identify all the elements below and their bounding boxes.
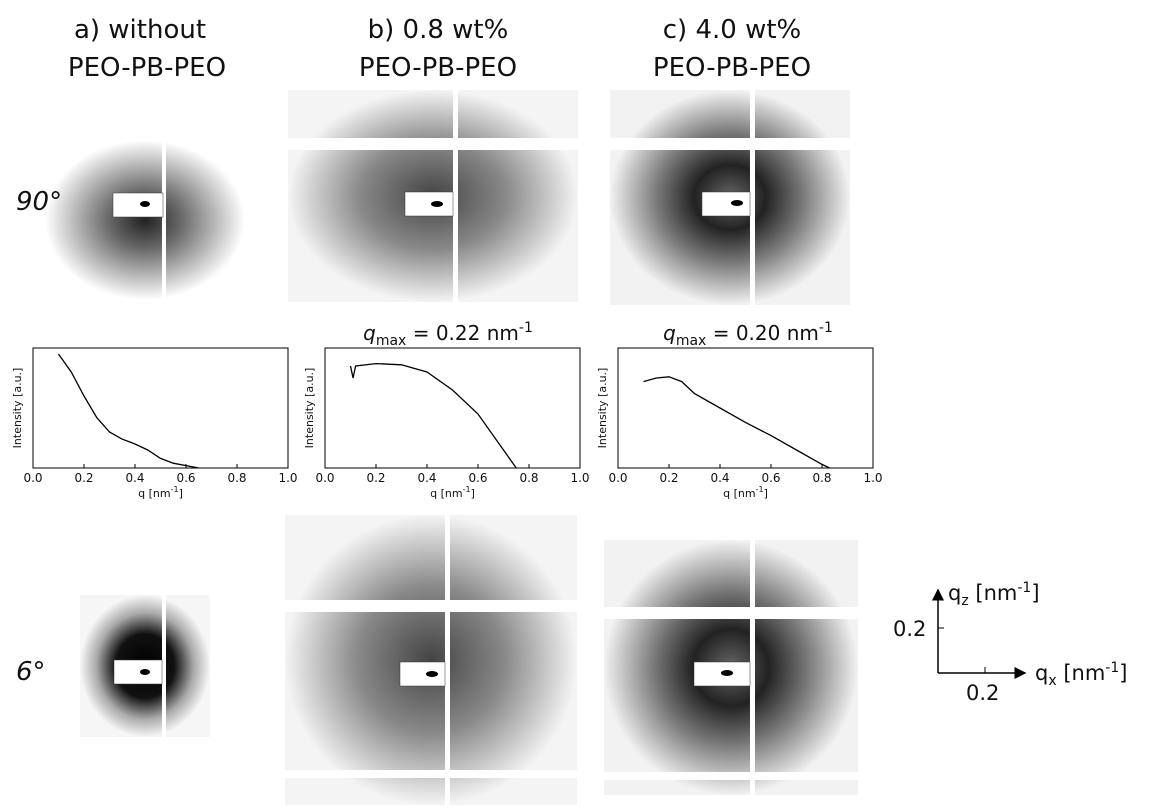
axis-label: qx [nm-1]: [1035, 660, 1127, 689]
x-tick-label: 0.0: [608, 471, 627, 485]
x-axis-label-text: q [nm: [430, 487, 462, 500]
q-max-label: qmax = 0.22 nm-1: [363, 320, 533, 349]
x-axis-label: q [nm-1]: [723, 485, 768, 500]
x-axis-label-end: ]: [179, 487, 183, 500]
x-tick-label: 0.0: [23, 471, 42, 485]
header: a) without: [74, 15, 206, 45]
axis-indicator: qz [nm-1] 0.2 qx [nm-1] 0.2: [893, 580, 1127, 705]
x-axis-label-end: ]: [764, 487, 768, 500]
scattering-image: [45, 140, 245, 300]
data-line: [57, 353, 199, 469]
x-tick-label: 0.6: [761, 471, 780, 485]
x-tick-label: 0.2: [366, 471, 385, 485]
header: PEO-PB-PEO: [68, 53, 226, 83]
x-tick-label: 0.8: [227, 471, 246, 485]
x-tick-label: 0.4: [125, 471, 144, 485]
x-tick-label: 0.6: [468, 471, 487, 485]
q-max-label: qmax = 0.20 nm-1: [663, 320, 833, 349]
x-axis-label: q [nm-1]: [430, 485, 475, 500]
x-tick-label: 1.0: [570, 471, 589, 485]
row-label: 90°: [16, 187, 62, 217]
x-axis-label-sup: -1: [463, 485, 471, 494]
direct-beam: [140, 200, 743, 677]
x-axis-label: q [nm-1]: [138, 485, 183, 500]
line-chart: 0.0 0.2 0.4 0.6 0.8 1.0 q [nm-1] Intensity [a.u…: [596, 347, 883, 500]
header: c) 4.0 wt%: [663, 15, 801, 45]
axis-label: qz [nm-1]: [948, 580, 1040, 609]
x-axis-label-sup: -1: [756, 485, 764, 494]
x-tick-label: 1.0: [863, 471, 882, 485]
detector-gaps: [162, 90, 858, 805]
scattering-image: [285, 515, 577, 805]
x-axis-label-text: q [nm: [138, 487, 170, 500]
plot-frame: [32, 347, 289, 469]
x-tick-label: 0.2: [74, 471, 93, 485]
beamstops: [112, 191, 751, 687]
detector-images: [45, 90, 858, 805]
x-tick-label: 0.6: [176, 471, 195, 485]
x-axis-label-end: ]: [471, 487, 475, 500]
column-headers: a) without PEO-PB-PEO b) 0.8 wt% PEO-PB-…: [68, 15, 811, 83]
y-axis-label: Intensity [a.u.]: [303, 368, 316, 449]
x-tick-label: 1.0: [278, 471, 297, 485]
y-axis-label: Intensity [a.u.]: [11, 368, 24, 449]
x-tick-label: 0.2: [659, 471, 678, 485]
x-axis-label-text: q [nm: [723, 487, 755, 500]
scale-label: 0.2: [893, 617, 926, 641]
line-chart: 0.0 0.2 0.4 0.6 0.8 1.0 q [nm-1] Intensity [a.u…: [11, 347, 298, 500]
x-axis-label-sup: -1: [171, 485, 179, 494]
row-label: 6°: [16, 657, 46, 687]
header: b) 0.8 wt%: [368, 15, 509, 45]
x-tick-label: 0.8: [812, 471, 831, 485]
header: PEO-PB-PEO: [359, 53, 517, 83]
header: PEO-PB-PEO: [653, 53, 811, 83]
x-tick-label: 0.4: [417, 471, 436, 485]
y-axis-label: Intensity [a.u.]: [596, 368, 609, 449]
scale-label: 0.2: [966, 681, 999, 705]
plot-frame: [617, 347, 874, 469]
data-line: [349, 362, 517, 469]
x-tick-label: 0.4: [710, 471, 729, 485]
data-line: [643, 376, 830, 469]
x-tick-label: 0.0: [315, 471, 334, 485]
x-tick-label: 0.8: [519, 471, 538, 485]
line-chart: 0.0 0.2 0.4 0.6 0.8 1.0 q [nm-1] Intensity [a.u…: [303, 347, 590, 500]
plot-frame: [324, 347, 581, 469]
